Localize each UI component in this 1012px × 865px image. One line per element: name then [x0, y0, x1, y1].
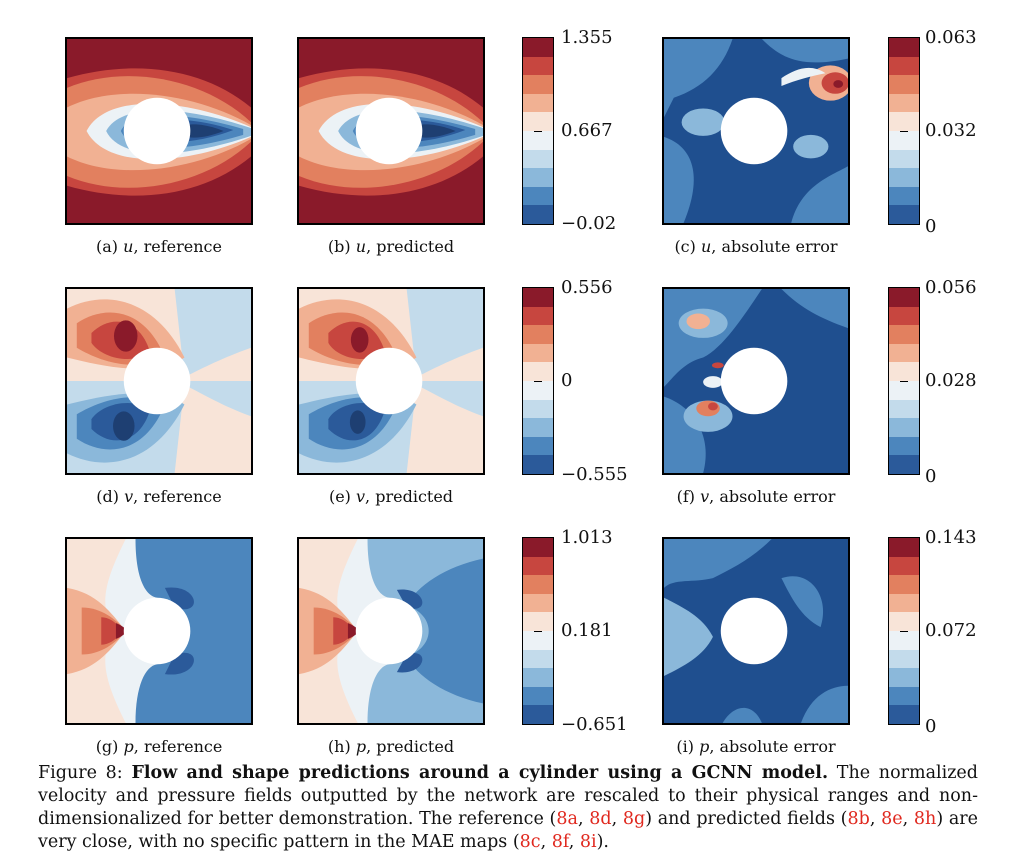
colorbar-v-field-mid: 0	[561, 370, 573, 391]
ref-8d[interactable]: 8d	[589, 809, 612, 829]
colorbar-v-error	[888, 287, 920, 475]
contour-u-error	[664, 39, 848, 223]
caption-label: Figure 8:	[38, 763, 132, 783]
contour-p-error	[664, 539, 848, 723]
ref-8i[interactable]: 8i	[579, 832, 597, 852]
colorbar-u-error-min: 0	[925, 216, 937, 237]
panel-u-predicted	[297, 37, 485, 225]
contour-p-predicted	[299, 539, 483, 723]
colorbar-p-error-max: 0.143	[925, 527, 977, 548]
panel-p-predicted	[297, 537, 485, 725]
colorbar-p-field-min: −0.651	[561, 714, 628, 735]
ref-8c[interactable]: 8c	[519, 832, 541, 852]
caption-title: Flow and shape predictions around a cyli…	[131, 763, 829, 783]
subcaption-i: (i) p, absolute error	[676, 737, 836, 756]
panel-v-reference	[65, 287, 253, 475]
contour-u-reference	[67, 39, 251, 223]
subcaption-f: (f) v, absolute error	[676, 487, 836, 506]
colorbar-u-field-max: 1.355	[561, 27, 613, 48]
figure-caption: Figure 8: Flow and shape predictions aro…	[38, 763, 978, 852]
panel-v-predicted	[297, 287, 485, 475]
colorbar-v-field-min: −0.555	[561, 464, 628, 485]
ref-8e[interactable]: 8e	[881, 809, 903, 829]
colorbar-tick-mark	[534, 631, 542, 632]
colorbar-u-field	[522, 37, 554, 225]
ref-8a[interactable]: 8a	[556, 809, 578, 829]
contour-p-reference	[67, 539, 251, 723]
contour-v-predicted	[299, 289, 483, 473]
subcaption-c: (c) u, absolute error	[674, 237, 838, 256]
contour-v-error	[664, 289, 848, 473]
colorbar-p-field	[522, 537, 554, 725]
colorbar-u-error	[888, 37, 920, 225]
contour-u-predicted	[299, 39, 483, 223]
colorbar-v-error-mid: 0.028	[925, 370, 977, 391]
subcaption-b: (b) u, predicted	[327, 237, 455, 256]
colorbar-v-error-min: 0	[925, 466, 937, 487]
colorbar-v-field	[522, 287, 554, 475]
subcaption-a: (a) u, reference	[96, 237, 222, 256]
subcaption-g: (g) p, reference	[95, 737, 223, 756]
colorbar-v-error-max: 0.056	[925, 277, 977, 298]
panel-u-reference	[65, 37, 253, 225]
colorbar-tick-mark	[900, 631, 908, 632]
panel-p-error	[662, 537, 850, 725]
colorbar-p-error-mid: 0.072	[925, 620, 977, 641]
colorbar-p-error-min: 0	[925, 716, 937, 737]
colorbar-tick-mark	[534, 131, 542, 132]
ref-8b[interactable]: 8b	[847, 809, 870, 829]
colorbar-p-field-mid: 0.181	[561, 620, 613, 641]
colorbar-v-field-max: 0.556	[561, 277, 613, 298]
colorbar-tick-mark	[534, 381, 542, 382]
colorbar-tick-mark	[900, 131, 908, 132]
colorbar-u-field-min: −0.02	[561, 213, 617, 234]
colorbar-p-error	[888, 537, 920, 725]
colorbar-p-field-max: 1.013	[561, 527, 613, 548]
colorbar-tick-mark	[900, 381, 908, 382]
colorbar-u-error-mid: 0.032	[925, 120, 977, 141]
subcaption-h: (h) p, predicted	[327, 737, 455, 756]
ref-8h[interactable]: 8h	[913, 809, 937, 829]
ref-8g[interactable]: 8g	[622, 809, 646, 829]
subcaption-e: (e) v, predicted	[328, 487, 454, 506]
colorbar-u-error-max: 0.063	[925, 27, 977, 48]
panel-u-error	[662, 37, 850, 225]
contour-v-reference	[67, 289, 251, 473]
panel-p-reference	[65, 537, 253, 725]
ref-8f[interactable]: 8f	[551, 832, 569, 852]
panel-v-error	[662, 287, 850, 475]
subcaption-d: (d) v, reference	[96, 487, 222, 506]
colorbar-u-field-mid: 0.667	[561, 120, 613, 141]
